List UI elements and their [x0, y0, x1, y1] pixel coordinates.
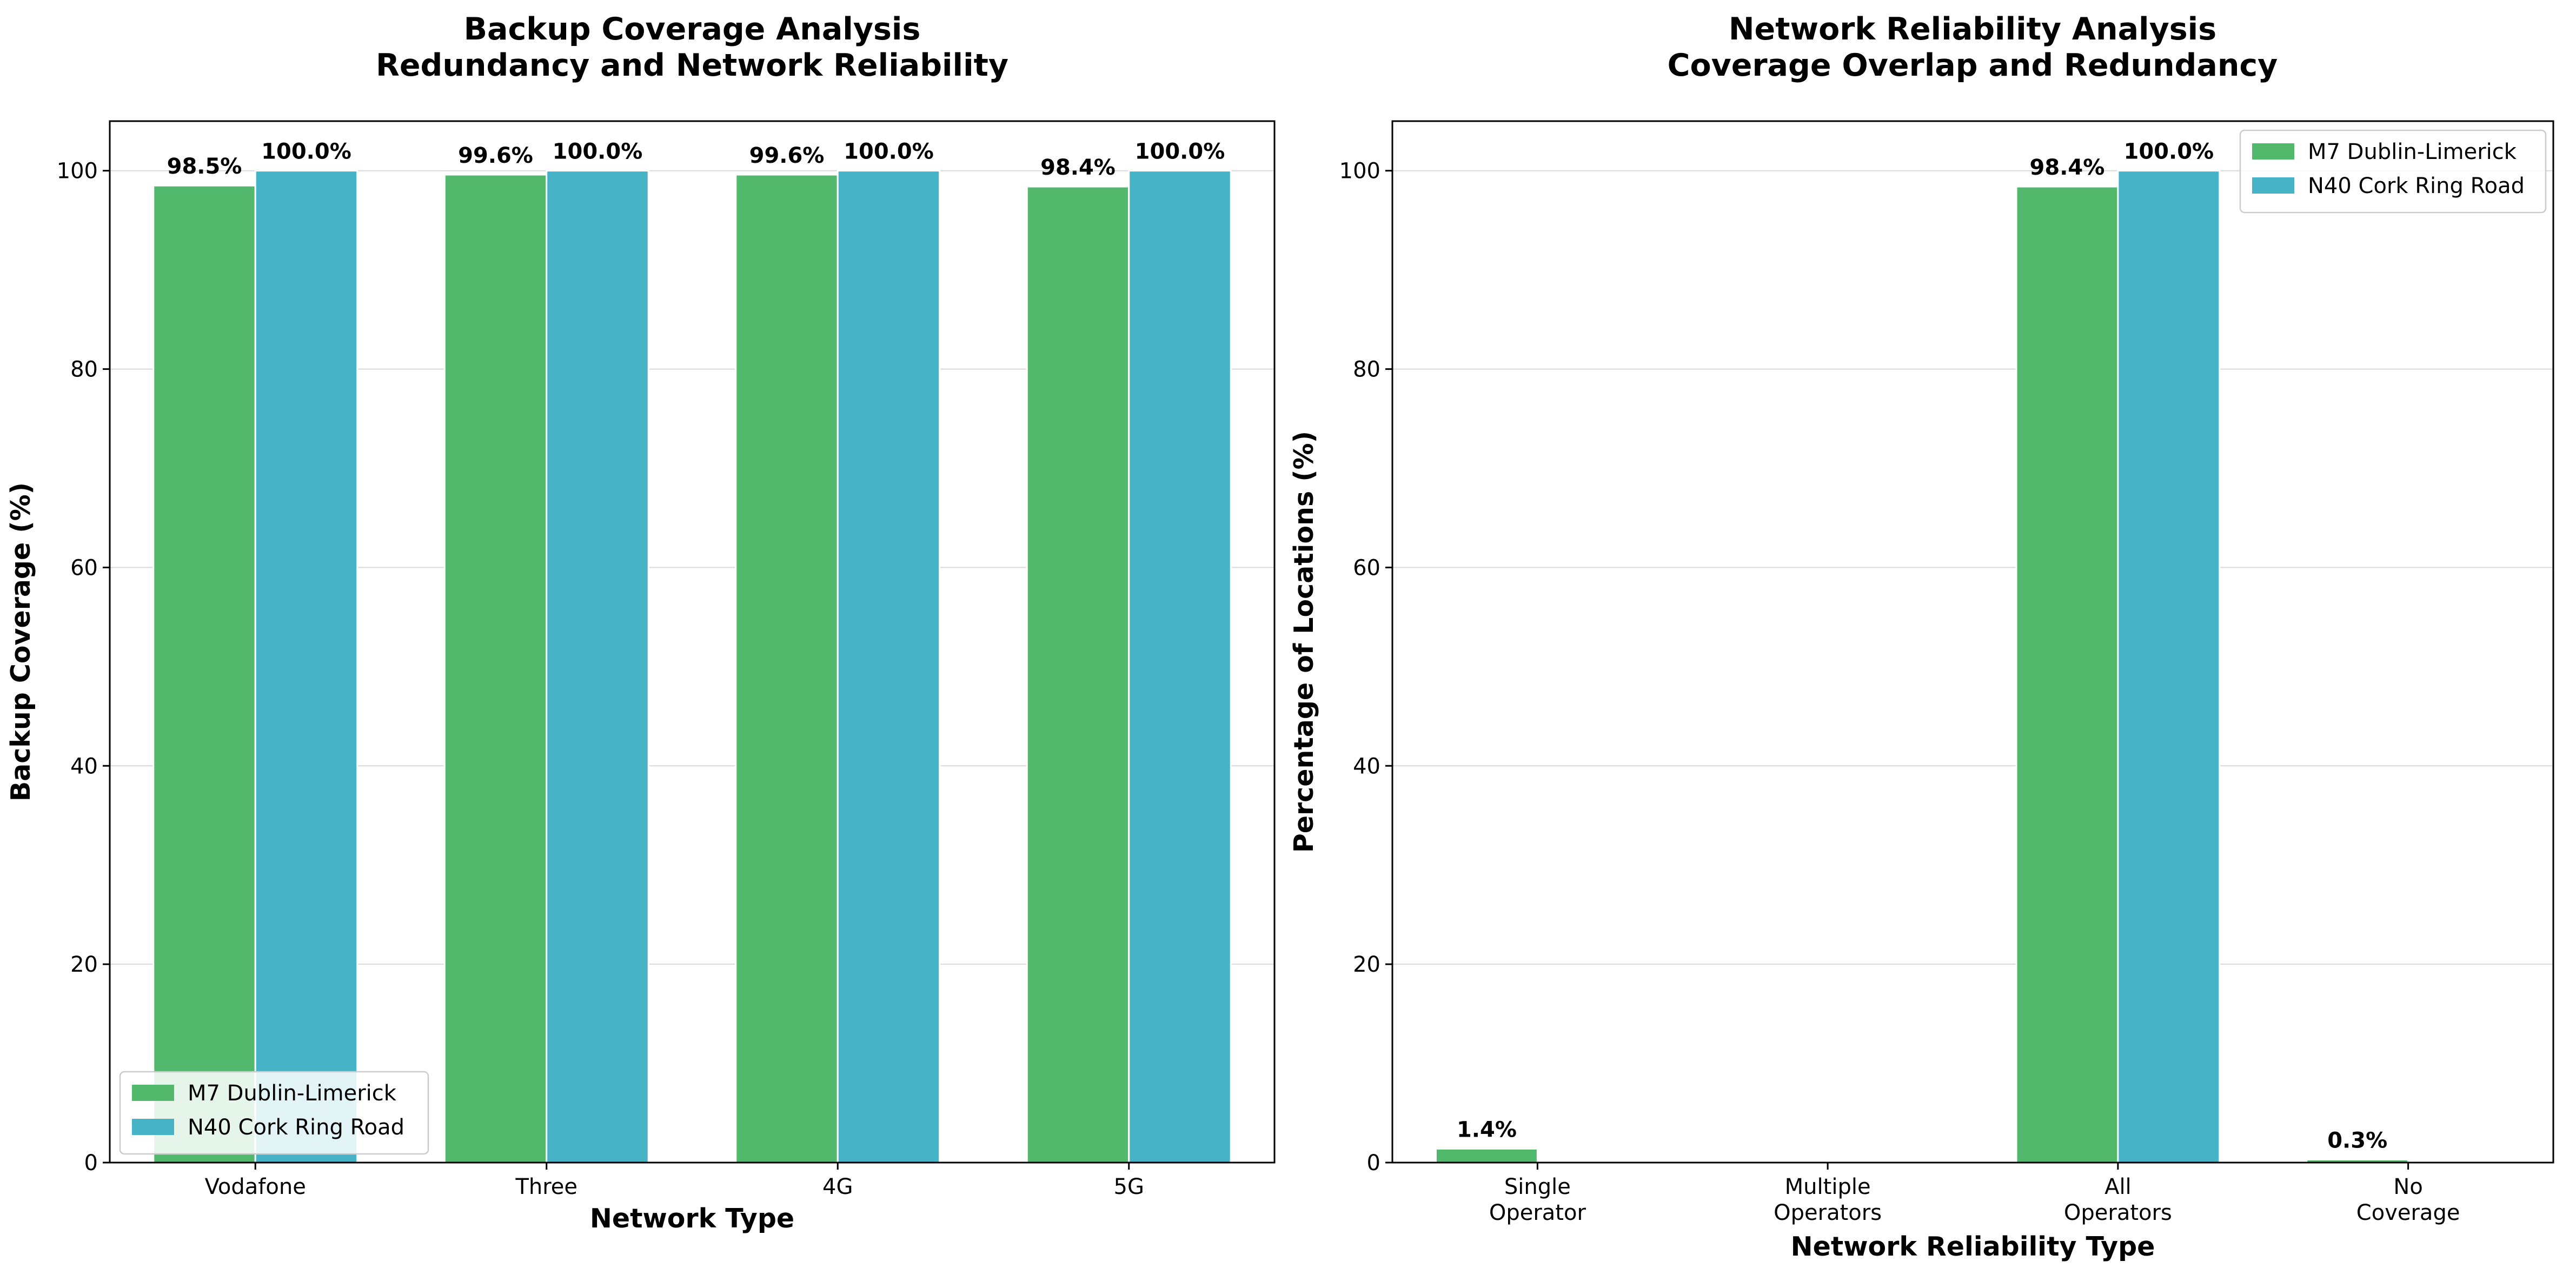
- x-tick-label: Three: [515, 1174, 577, 1199]
- data-label: 1.4%: [1457, 1117, 1517, 1142]
- data-label: 100.0%: [261, 140, 351, 164]
- bar-m7: [1026, 185, 1130, 1164]
- chart-subtitle: Coverage Overlap and Redundancy: [1668, 48, 2278, 83]
- bar-m7: [2015, 185, 2119, 1164]
- x-tick-label: No: [2393, 1174, 2422, 1199]
- bar-n40: [1128, 170, 1232, 1164]
- y-axis-label: Backup Coverage (%): [5, 482, 36, 801]
- x-tick-label: Multiple: [1785, 1174, 1871, 1199]
- data-label: 0.3%: [2327, 1128, 2387, 1153]
- bar-n40: [254, 170, 358, 1164]
- bar-n40: [836, 170, 941, 1164]
- legend-label: M7 Dublin-Limerick: [2308, 140, 2517, 164]
- x-tick-label: Single: [1504, 1174, 1571, 1199]
- bar-n40: [546, 170, 649, 1164]
- y-tick-label: 60: [1353, 555, 1380, 580]
- y-tick-label: 0: [1367, 1151, 1380, 1176]
- data-label: 99.6%: [749, 143, 825, 168]
- legend: M7 Dublin-Limerick N40 Cork Ring Road: [119, 1071, 429, 1155]
- x-tick-label: 5G: [1114, 1174, 1144, 1199]
- x-axis-label: Network Type: [590, 1203, 794, 1234]
- bar-m7: [1435, 1147, 1538, 1164]
- plot-frame: [109, 120, 1276, 1164]
- y-tick-label: 100: [57, 159, 98, 184]
- bar-m7: [443, 174, 548, 1164]
- x-tick-label: All: [2104, 1174, 2132, 1199]
- x-tick-label: Coverage: [2356, 1200, 2460, 1225]
- data-label: 98.4%: [1040, 155, 1116, 180]
- chart-subtitle: Redundancy and Network Reliability: [376, 48, 1008, 83]
- data-label: 100.0%: [1135, 140, 1225, 164]
- data-label: 98.4%: [2030, 155, 2105, 180]
- plot-frame: [1391, 120, 2554, 1164]
- legend-swatch: [132, 1119, 174, 1135]
- data-label: 100.0%: [2124, 140, 2214, 164]
- x-axis-label: Network Reliability Type: [1791, 1231, 2155, 1262]
- x-tick-label: Operator: [1489, 1200, 1586, 1225]
- y-tick-label: 0: [84, 1151, 98, 1176]
- data-label: 100.0%: [553, 140, 643, 164]
- chart-title: Backup Coverage Analysis: [464, 11, 921, 47]
- y-tick-label: 40: [70, 754, 98, 779]
- y-tick-label: 60: [70, 555, 98, 580]
- legend-swatch: [2252, 177, 2294, 194]
- y-tick-label: 20: [70, 952, 98, 977]
- y-tick-label: 20: [1353, 952, 1380, 977]
- y-tick-label: 80: [70, 357, 98, 382]
- y-tick-label: 80: [1353, 357, 1380, 382]
- bar-m7: [152, 184, 256, 1164]
- y-tick-label: 100: [1339, 159, 1380, 184]
- legend-label: N40 Cork Ring Road: [2308, 174, 2525, 198]
- bar-m7: [735, 174, 839, 1164]
- x-tick-label: Operators: [2064, 1200, 2172, 1225]
- x-tick-label: Vodafone: [205, 1174, 306, 1199]
- legend-label: N40 Cork Ring Road: [188, 1115, 404, 1140]
- bar-n40: [2117, 170, 2221, 1164]
- legend-frame: [2239, 129, 2547, 214]
- data-label: 99.6%: [458, 143, 533, 168]
- y-axis-label: Percentage of Locations (%): [1289, 431, 1319, 853]
- legend-swatch: [132, 1085, 174, 1101]
- legend-swatch: [2252, 143, 2294, 160]
- data-label: 100.0%: [844, 140, 934, 164]
- legend-label: M7 Dublin-Limerick: [188, 1081, 397, 1106]
- x-tick-label: 4G: [822, 1174, 853, 1199]
- legend: M7 Dublin-Limerick N40 Cork Ring Road: [2239, 129, 2547, 214]
- legend-frame: [119, 1071, 429, 1155]
- x-tick-label: Operators: [1774, 1200, 1882, 1225]
- y-tick-label: 40: [1353, 754, 1380, 779]
- chart-title: Network Reliability Analysis: [1729, 11, 2216, 47]
- data-label: 98.5%: [167, 154, 242, 179]
